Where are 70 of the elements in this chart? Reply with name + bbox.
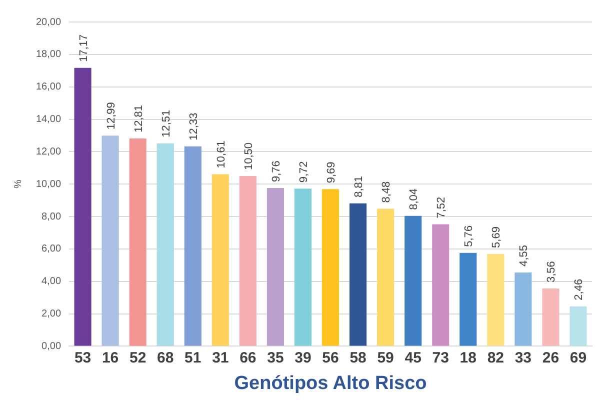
bar <box>350 203 367 346</box>
x-tick-label: 26 <box>542 349 560 366</box>
y-tick-label: 16,00 <box>36 82 62 93</box>
y-tick-label: 4,00 <box>42 276 62 288</box>
bar <box>322 189 340 346</box>
bar <box>156 143 174 346</box>
x-tick-label: 82 <box>487 349 504 366</box>
y-tick-label: 12,00 <box>36 146 62 158</box>
x-tick-label: 73 <box>432 349 449 366</box>
bar <box>404 216 422 346</box>
data-label: 12,81 <box>132 105 145 133</box>
data-label: 12,51 <box>160 110 172 138</box>
y-tick-label: 20,00 <box>36 16 62 28</box>
y-axis-title: % <box>12 180 24 189</box>
x-tick-label: 31 <box>212 349 229 366</box>
bar <box>266 188 284 346</box>
x-tick-label: 69 <box>570 349 587 366</box>
bar <box>294 188 312 346</box>
data-label: 8,04 <box>408 188 420 210</box>
y-tick-label: 2,00 <box>42 308 62 320</box>
data-label: 4,55 <box>518 245 530 266</box>
data-label: 17,17 <box>78 34 90 62</box>
x-tick-label: 18 <box>460 349 476 366</box>
bar <box>74 68 92 346</box>
bar <box>377 208 394 346</box>
x-tick-label: 52 <box>129 349 146 366</box>
data-label: 9,76 <box>270 160 282 182</box>
data-label: 10,61 <box>215 140 228 168</box>
data-label: 12,33 <box>188 112 200 140</box>
data-label: 3,56 <box>546 261 558 282</box>
bar <box>460 252 477 346</box>
bar <box>542 288 560 346</box>
x-tick-label: 33 <box>514 349 532 366</box>
bar <box>432 224 450 346</box>
x-tick-label: 66 <box>240 349 256 366</box>
bar <box>184 146 202 346</box>
data-label: 2,46 <box>573 278 586 300</box>
bar <box>102 136 119 346</box>
bar <box>129 138 146 346</box>
y-tick-label: 14,00 <box>36 114 62 126</box>
x-tick-label: 58 <box>350 349 366 366</box>
bar <box>487 254 504 346</box>
x-tick-label: 45 <box>404 349 422 366</box>
y-tick-label: 18,00 <box>36 49 62 60</box>
y-tick-label: 8,00 <box>42 211 62 222</box>
y-tick-label: 0,00 <box>42 340 62 352</box>
x-tick-label: 51 <box>184 349 202 366</box>
x-tick-label: 16 <box>102 349 119 366</box>
bar <box>239 176 256 346</box>
x-tick-label: 35 <box>267 349 284 366</box>
data-label: 9,69 <box>326 162 338 184</box>
data-label: 10,50 <box>242 142 255 170</box>
bar <box>514 272 532 346</box>
x-tick-label: 53 <box>74 349 92 366</box>
y-tick-label: 10,00 <box>36 178 62 190</box>
x-tick-label: 39 <box>294 349 312 366</box>
data-label: 12,99 <box>105 102 118 130</box>
data-label: 8,81 <box>353 176 366 198</box>
bar <box>212 174 229 346</box>
data-label: 9,72 <box>298 161 310 183</box>
data-label: 5,76 <box>463 225 476 247</box>
data-label: 7,52 <box>436 196 448 218</box>
data-label: 8,48 <box>380 181 393 203</box>
bar <box>570 306 587 346</box>
x-tick-label: 68 <box>157 349 174 366</box>
x-tick-label: 59 <box>377 349 394 366</box>
y-tick-label: 6,00 <box>42 244 62 255</box>
x-axis-title: Genótipos Alto Risco <box>234 372 427 394</box>
data-label: 5,69 <box>490 226 503 248</box>
x-tick-label: 56 <box>322 349 339 366</box>
